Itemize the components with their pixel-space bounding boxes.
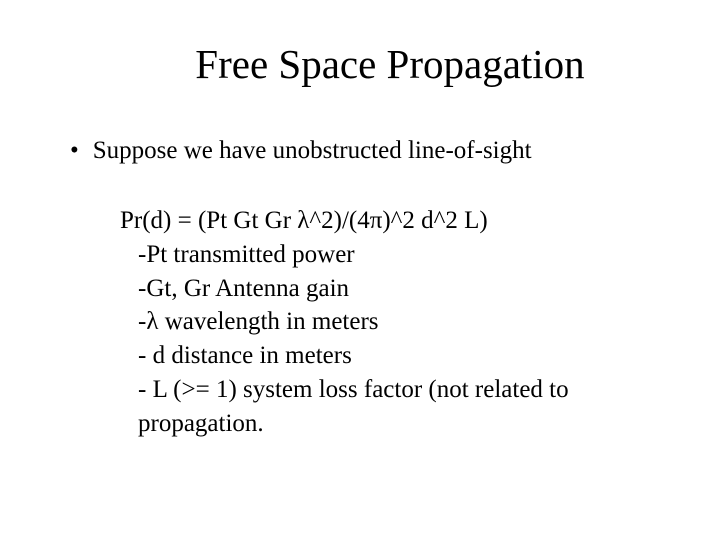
slide-title: Free Space Propagation <box>50 40 670 88</box>
bullet-text: Suppose we have unobstructed line-of-sig… <box>93 136 532 166</box>
slide-container: Free Space Propagation • Suppose we have… <box>0 0 720 540</box>
bullet-marker: • <box>70 136 79 166</box>
equation-line: Pr(d) = (Pt Gt Gr λ^2)/(4π)^2 d^2 L) <box>120 204 630 238</box>
definition-line: -λ wavelength in meters <box>138 305 630 339</box>
definition-line: -Pt transmitted power <box>138 238 630 272</box>
definition-line: - d distance in meters <box>138 339 630 373</box>
equation-block: Pr(d) = (Pt Gt Gr λ^2)/(4π)^2 d^2 L) -Pt… <box>120 204 630 440</box>
bullet-item: • Suppose we have unobstructed line-of-s… <box>50 136 670 166</box>
definition-line: - L (>= 1) system loss factor (not relat… <box>138 373 630 441</box>
definition-line: -Gt, Gr Antenna gain <box>138 272 630 306</box>
